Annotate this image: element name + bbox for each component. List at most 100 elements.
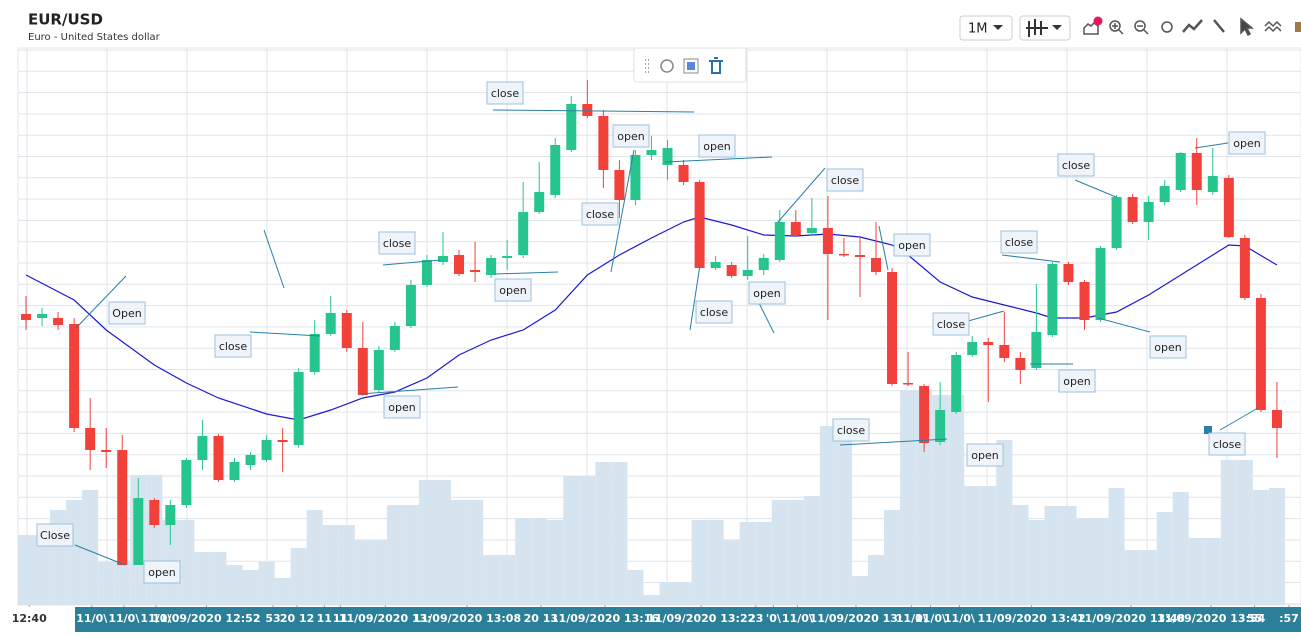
timeframe-label: 1M (968, 22, 988, 37)
volume-bar (1220, 460, 1237, 605)
candle-body (919, 386, 930, 443)
candle-body (838, 254, 849, 256)
volume-bar (194, 552, 211, 605)
candle-body (421, 260, 432, 285)
x-tick-label: 20 12 (280, 612, 314, 625)
candle-body (1047, 264, 1058, 335)
volume-bar (242, 570, 259, 605)
annotation-line (492, 109, 695, 113)
candle-body (646, 150, 657, 155)
candle-body (1031, 332, 1042, 368)
x-tick-label: 12:40 (12, 612, 47, 625)
candle-body (694, 182, 705, 268)
annotation-label: close (586, 208, 615, 221)
annotation-label: close (700, 306, 729, 319)
volume-bar (980, 486, 997, 605)
annotation-line (1219, 407, 1259, 431)
volume-bar (499, 555, 516, 605)
volume-bar (274, 578, 291, 605)
candle-body (229, 462, 240, 480)
annotation-box (612, 124, 650, 148)
annotation-line (1097, 317, 1151, 333)
candle-body (726, 265, 737, 276)
annotation-line (878, 225, 889, 271)
volume-bar (178, 520, 195, 605)
volume-bar (146, 475, 163, 605)
annotation-box (698, 134, 736, 158)
settings-button[interactable] (1161, 21, 1173, 33)
volume-bar (1108, 488, 1125, 605)
draw-tool-button[interactable] (1213, 19, 1225, 33)
annotation-box (383, 395, 421, 419)
candle-body (518, 212, 529, 255)
annotation-box (966, 443, 1004, 467)
annotation-box (486, 81, 524, 105)
x-tick-label: 11/0\ (782, 612, 814, 625)
volume-bar (1204, 538, 1221, 605)
annotation-label: open (388, 401, 415, 414)
candle-body (1015, 358, 1026, 370)
volume-bar (370, 540, 387, 605)
volume-bar (1060, 506, 1077, 605)
volume-bar (434, 480, 452, 605)
candle-body (871, 258, 882, 272)
volume-bar (579, 476, 596, 605)
candle-body (774, 222, 785, 260)
volume-bar (771, 500, 788, 605)
annotation-label: open (703, 140, 730, 153)
dropdown-box[interactable] (959, 15, 1013, 41)
volume-bar (675, 582, 692, 605)
cursor-button[interactable] (1240, 17, 1255, 37)
settings-icon[interactable] (660, 59, 674, 73)
candle-body (69, 324, 80, 428)
annotation-handle (1204, 426, 1212, 434)
delete-icon[interactable] (709, 57, 723, 74)
annotation-box (695, 300, 733, 324)
x-axis-bar (75, 607, 1301, 632)
candle-body (967, 342, 978, 355)
candle-body (1271, 410, 1282, 428)
indicator-button[interactable] (1083, 22, 1099, 35)
candle-body (117, 450, 128, 565)
volume-bar (819, 426, 836, 605)
candle-body (582, 104, 593, 116)
x-tick-label: 11/09/2020 13:16 (551, 612, 659, 625)
annotation-label: open (1233, 137, 1260, 150)
candle-body (502, 256, 513, 258)
candle-body (1127, 197, 1138, 222)
more-button[interactable] (1295, 22, 1301, 32)
volume-bar (98, 562, 115, 605)
candle-body (21, 314, 32, 320)
chart-subtitle: Euro - United States dollar (28, 32, 161, 43)
chart-type-dropdown[interactable] (1019, 15, 1071, 41)
candle-body (1159, 186, 1170, 202)
candle-body (935, 410, 946, 442)
annotation-box (1208, 432, 1246, 456)
annotation-line (249, 331, 321, 337)
volume-bar (418, 480, 435, 605)
volume-bar (755, 522, 772, 605)
drag-handle[interactable] (645, 59, 649, 73)
volume-bar (691, 520, 708, 605)
annotation-line (75, 275, 127, 329)
annotation-label: close (491, 87, 520, 100)
annotation-label: open (753, 287, 780, 300)
line-tool-button[interactable] (1182, 19, 1203, 33)
pattern-button[interactable] (1264, 20, 1282, 33)
annotation-label: close (219, 340, 248, 353)
x-tick-label: 11/09/2020 13:08 (413, 612, 521, 625)
volume-bar (916, 390, 933, 605)
candle-body (486, 258, 497, 275)
annotation-box (581, 202, 619, 226)
annotation-label: close (837, 424, 866, 437)
annotation-label: open (499, 284, 526, 297)
candle-body (1111, 197, 1122, 248)
timeframe-dropdown[interactable]: 1M (959, 15, 1013, 41)
zoom-out-button[interactable] (1134, 20, 1146, 32)
zoom-in-button[interactable] (1109, 20, 1121, 32)
volume-bar (1044, 506, 1061, 605)
annotation-line (359, 386, 459, 395)
annotation-box (1000, 230, 1038, 254)
candle-body (1191, 153, 1202, 190)
candle-body (951, 355, 962, 412)
